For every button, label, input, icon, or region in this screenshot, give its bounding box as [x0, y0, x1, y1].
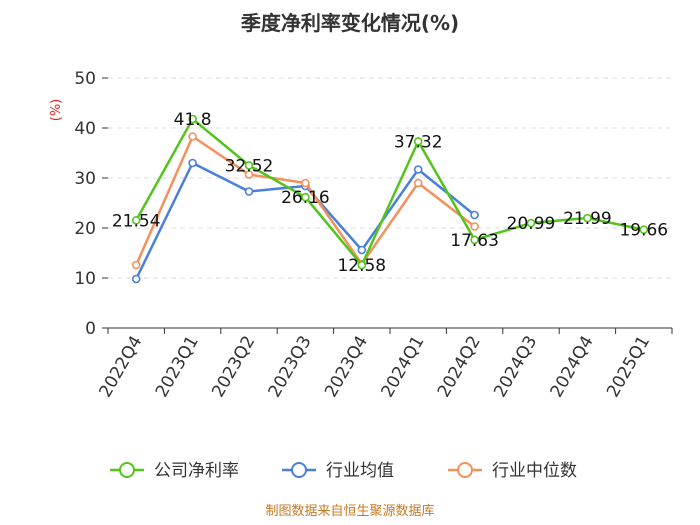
- y-axis: 0 10 20 30 40 50: [74, 69, 108, 339]
- legend-marker: [119, 462, 135, 478]
- data-point: [244, 187, 254, 196]
- x-tick-label: 2024Q4: [547, 333, 598, 401]
- data-label: 26.16: [281, 188, 330, 208]
- data-point: [639, 225, 649, 234]
- data-point: [470, 235, 479, 245]
- legend[interactable]: 公司净利率 行业均值 行业中位数: [110, 461, 577, 481]
- legend-item[interactable]: 行业均值: [282, 461, 394, 481]
- grid-lines: [108, 77, 672, 279]
- data-point: [526, 218, 536, 228]
- data-point: [413, 137, 423, 146]
- data-point: [301, 192, 310, 202]
- source-note: 制图数据来自恒生聚源数据库: [265, 503, 434, 519]
- x-tick-label: 2023Q3: [265, 333, 316, 401]
- y-tick-label: 20: [74, 219, 96, 239]
- data-point: [413, 165, 423, 174]
- y-tick-label: 50: [74, 69, 96, 89]
- data-label: 41.8: [174, 110, 212, 130]
- legend-marker: [457, 462, 473, 478]
- x-tick-label: 2025Q1: [603, 333, 654, 401]
- data-label: 21.54: [112, 211, 161, 231]
- y-tick-label: 40: [74, 119, 96, 139]
- data-label: 12.58: [337, 256, 386, 276]
- chart-title: 季度净利率变化情况(%): [240, 11, 459, 35]
- data-labels: 21.54 41.8 32.52 26.16 12.58 37.32 17.63 20.99 2…: [112, 110, 668, 276]
- data-point: [470, 210, 479, 220]
- data-point: [470, 222, 479, 231]
- data-point: [244, 161, 254, 170]
- data-label: 37.32: [394, 132, 443, 152]
- legend-label: 公司净利率: [154, 461, 239, 481]
- data-point: [413, 178, 423, 188]
- y-tick-label: 30: [74, 169, 96, 189]
- x-tick-label: 2022Q4: [95, 333, 146, 401]
- x-tick-label: 2023Q4: [321, 333, 372, 401]
- x-tick-label: 2024Q2: [434, 332, 485, 400]
- data-point: [188, 114, 197, 124]
- y-tick-label: 10: [74, 269, 96, 289]
- x-tick-label: 2024Q3: [490, 333, 541, 401]
- data-point: [131, 260, 141, 270]
- data-label: 21.99: [563, 209, 612, 229]
- series-layer: [131, 114, 649, 284]
- series-line: [135, 117, 645, 267]
- legend-marker: [291, 462, 307, 478]
- data-label: 19.66: [619, 221, 668, 241]
- legend-label: 行业中位数: [492, 461, 577, 481]
- data-label: 32.52: [225, 156, 274, 176]
- x-tick-label: 2024Q1: [377, 333, 428, 401]
- legend-item[interactable]: 公司净利率: [110, 461, 239, 481]
- data-point: [131, 216, 141, 225]
- data-point: [188, 132, 197, 141]
- data-point: [131, 274, 141, 284]
- data-label: 20.99: [507, 214, 556, 234]
- legend-label: 行业均值: [326, 461, 394, 481]
- legend-item[interactable]: 行业中位数: [448, 461, 577, 481]
- data-point: [357, 245, 367, 255]
- y-tick-label: 0: [85, 319, 96, 339]
- data-point: [301, 178, 310, 188]
- y-axis-unit-label: (%): [49, 99, 64, 122]
- x-axis: 2022Q4 2023Q1 2023Q2 2023Q3 2023Q4 2024Q1 2024…: [95, 327, 673, 401]
- data-point: [244, 170, 254, 179]
- x-tick-label: 2023Q1: [152, 333, 203, 401]
- data-label: 17.63: [450, 231, 499, 251]
- x-tick-label: 2023Q2: [208, 333, 259, 401]
- data-point: [357, 260, 367, 270]
- data-point: [583, 213, 592, 223]
- data-point: [188, 158, 197, 168]
